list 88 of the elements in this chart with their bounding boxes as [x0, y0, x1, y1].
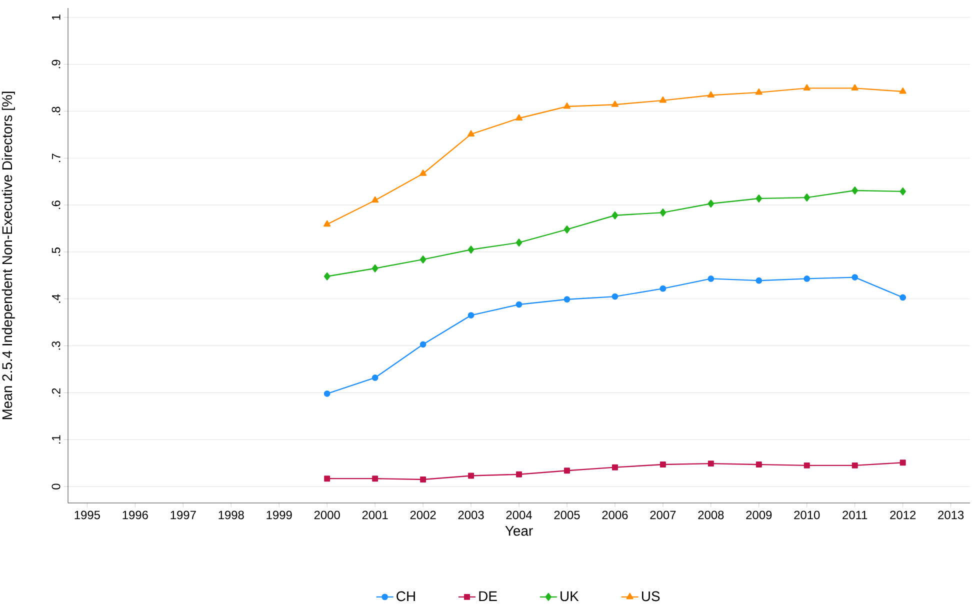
point — [515, 114, 523, 121]
point — [564, 225, 570, 234]
point — [372, 476, 378, 482]
y-tick-label: .5 — [52, 247, 60, 256]
point — [852, 462, 858, 468]
x-tick-label: 1995 — [74, 510, 100, 520]
x-tick-label: 2011 — [842, 510, 868, 520]
point — [516, 301, 522, 308]
point — [852, 186, 858, 194]
x-tick-label: 1999 — [266, 510, 292, 520]
point — [708, 460, 714, 467]
point — [324, 272, 330, 280]
point — [563, 102, 571, 109]
point — [468, 312, 474, 318]
y-tick-label: 0 — [52, 484, 60, 490]
x-tick-label: 2002 — [410, 510, 436, 520]
x-tick-label: 2003 — [458, 510, 484, 520]
point — [900, 187, 906, 196]
y-tick-label: .1 — [52, 435, 60, 444]
x-tick-label: 2006 — [602, 510, 628, 520]
x-tick-label: 2008 — [698, 510, 724, 520]
point — [851, 84, 858, 91]
point — [324, 220, 331, 227]
point — [804, 462, 810, 468]
point — [708, 276, 714, 282]
point — [420, 170, 427, 176]
point — [660, 285, 666, 292]
point — [659, 96, 666, 103]
point — [324, 390, 330, 397]
point — [372, 374, 378, 381]
point — [804, 276, 810, 282]
x-tick-label: 2004 — [506, 510, 532, 520]
point — [803, 84, 810, 91]
point — [804, 194, 810, 202]
x-tick-label: 2012 — [890, 510, 916, 520]
point — [660, 462, 666, 468]
point — [899, 88, 906, 94]
y-tick-label: .2 — [52, 388, 60, 397]
point — [852, 274, 858, 280]
y-tick-label: .7 — [52, 154, 60, 162]
x-tick-label: 2005 — [554, 510, 580, 520]
point — [707, 91, 714, 98]
point — [756, 277, 762, 284]
x-tick-label: 1997 — [170, 510, 196, 520]
x-axis-title: Year — [505, 526, 533, 536]
legend-label: CH — [396, 591, 415, 602]
point — [324, 476, 330, 482]
legend-label: US — [642, 591, 660, 602]
point — [420, 255, 426, 264]
point — [612, 464, 618, 470]
point — [516, 238, 522, 247]
point — [372, 264, 378, 272]
x-tick-label: 2009 — [746, 510, 772, 520]
y-tick-label: 1 — [52, 14, 60, 20]
point — [612, 293, 618, 300]
x-tick-label: 2010 — [794, 510, 820, 520]
point — [564, 468, 570, 474]
point — [516, 471, 522, 478]
point — [900, 294, 906, 301]
x-tick-label: 1998 — [218, 510, 244, 520]
y-tick-label: .6 — [52, 200, 60, 209]
point — [755, 88, 762, 95]
point — [708, 200, 714, 208]
y-axis-title: Mean 2.5.4 Independent Non-Executive Directors [%] — [2, 92, 15, 420]
legend-label: DE — [479, 591, 497, 601]
point — [756, 462, 762, 468]
y-tick-label: .9 — [52, 60, 60, 68]
point — [660, 208, 666, 217]
x-tick-label: 2007 — [650, 510, 676, 520]
point — [468, 130, 475, 136]
point — [564, 296, 570, 303]
point — [420, 476, 426, 483]
point — [900, 460, 906, 466]
point — [468, 246, 474, 254]
point — [468, 472, 474, 479]
point — [611, 100, 618, 107]
y-tick-label: .3 — [52, 341, 60, 350]
legend-label: UK — [560, 591, 579, 602]
x-tick-label: 2013 — [938, 510, 964, 520]
x-tick-label: 2001 — [362, 510, 388, 520]
y-tick-label: .4 — [52, 294, 60, 303]
point — [612, 211, 618, 220]
point — [372, 196, 379, 203]
x-tick-label: 1996 — [122, 510, 148, 520]
point — [420, 341, 426, 348]
x-tick-label: 2000 — [314, 510, 340, 520]
y-tick-label: .8 — [52, 106, 60, 116]
point — [756, 194, 762, 202]
